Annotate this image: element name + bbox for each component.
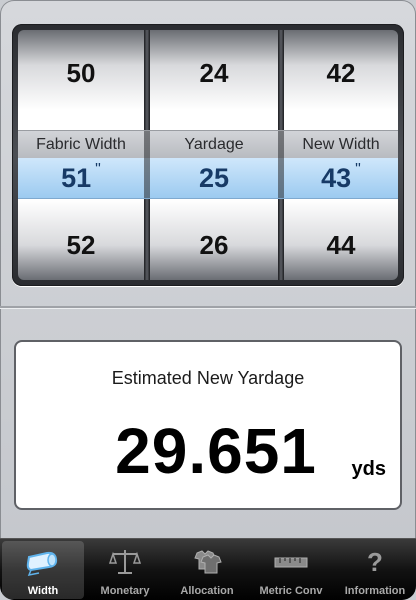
- selected-new-width[interactable]: 43 ": [284, 158, 398, 198]
- band-separator: [278, 131, 284, 159]
- tab-label: Information: [344, 585, 406, 597]
- label-fabric-width: Fabric Width: [36, 136, 126, 153]
- tab-bar: Width Monetary Allocation: [0, 538, 416, 600]
- question-icon: ?: [367, 547, 383, 577]
- selected-yardage[interactable]: 25: [150, 158, 278, 198]
- wheel-value-above[interactable]: 42: [326, 58, 356, 88]
- wheel-value-below[interactable]: 26: [199, 230, 229, 260]
- tab-information[interactable]: ? Information: [334, 541, 416, 599]
- band-separator: [144, 131, 150, 159]
- tab-label: Metric Conv: [259, 585, 323, 597]
- wheel-value-above[interactable]: 50: [66, 58, 96, 88]
- wheel-value-above[interactable]: 24: [199, 58, 229, 88]
- selection-band[interactable]: 51 " 25 43 ": [18, 158, 398, 199]
- fabric-roll-icon: [26, 551, 58, 577]
- result-card: Estimated New Yardage 29.651 yds: [14, 340, 402, 510]
- tab-label: Width: [27, 585, 59, 597]
- selected-value: 51: [61, 162, 92, 193]
- tab-monetary[interactable]: Monetary: [84, 541, 166, 599]
- column-labels: Fabric Width Yardage New Width: [18, 130, 398, 160]
- selected-value: 25: [198, 162, 230, 193]
- ruler-icon: [274, 557, 308, 568]
- shirts-icon: [194, 550, 222, 574]
- inch-unit: ": [95, 161, 101, 178]
- result-unit: yds: [351, 458, 386, 480]
- band-separator: [144, 158, 150, 198]
- wheel-value-below[interactable]: 44: [326, 230, 356, 260]
- label-new-width: New Width: [302, 136, 380, 153]
- tab-allocation[interactable]: Allocation: [166, 541, 248, 599]
- result-value: 29.651: [115, 415, 317, 487]
- scale-icon: [108, 550, 142, 574]
- tab-label: Monetary: [100, 585, 150, 597]
- tab-width[interactable]: Width: [2, 541, 84, 599]
- tab-label: Allocation: [180, 585, 234, 597]
- label-yardage: Yardage: [184, 136, 244, 153]
- fabric-picker[interactable]: 50 52 24 26 42 44 Fabric Width Yardage N…: [12, 24, 404, 286]
- tab-metric-conv[interactable]: Metric Conv: [250, 541, 332, 599]
- selected-fabric-width[interactable]: 51 ": [18, 158, 144, 198]
- result-title: Estimated New Yardage: [111, 368, 305, 388]
- section-divider: [0, 306, 416, 308]
- selected-value: 43: [321, 162, 352, 193]
- band-separator: [278, 158, 284, 198]
- wheel-value-below[interactable]: 52: [66, 230, 96, 260]
- inch-unit: ": [355, 161, 361, 178]
